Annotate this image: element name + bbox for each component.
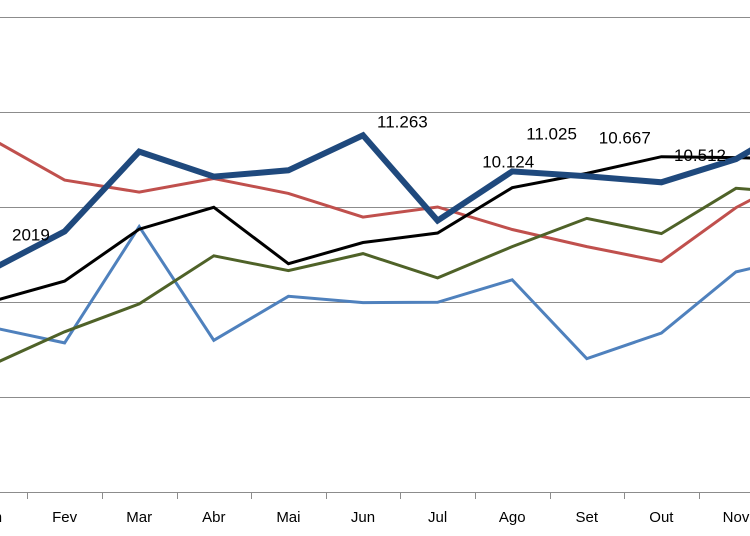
- x-tick-label-mar: Mar: [126, 509, 152, 526]
- data-label-5: 2019: [12, 225, 50, 244]
- x-tick-label-jan: Jan: [0, 509, 2, 526]
- data-label-4: 10.512: [674, 146, 726, 165]
- series-line-2: [0, 155, 750, 301]
- series-line-4: [0, 223, 750, 361]
- data-labels: 11.263 10.124 11.025 10.667 10.512 2019: [12, 112, 726, 244]
- x-tick-label-fev: Fev: [52, 509, 78, 526]
- data-label-3: 10.667: [599, 128, 651, 147]
- x-tick-labels: JanFevMarAbrMaiJunJulAgoSetOutNovDez: [0, 509, 750, 526]
- gridlines: [0, 17, 750, 398]
- x-axis: [0, 492, 750, 499]
- x-tick-label-ago: Ago: [499, 509, 526, 526]
- x-tick-label-abr: Abr: [202, 509, 225, 526]
- series-line-0: [0, 131, 750, 269]
- series-layer: [0, 131, 750, 363]
- series-line-3: [0, 186, 750, 363]
- x-tick-label-jun: Jun: [351, 509, 375, 526]
- data-label-0: 11.263: [377, 112, 428, 131]
- x-tick-label-set: Set: [576, 509, 599, 526]
- data-label-2: 11.025: [526, 125, 577, 144]
- series-line-1: [0, 141, 750, 264]
- x-tick-label-nov: Nov: [723, 509, 750, 526]
- x-tick-label-out: Out: [649, 509, 674, 526]
- data-label-1: 10.124: [482, 152, 534, 171]
- x-tick-label-jul: Jul: [428, 509, 447, 526]
- x-tick-label-mai: Mai: [276, 509, 300, 526]
